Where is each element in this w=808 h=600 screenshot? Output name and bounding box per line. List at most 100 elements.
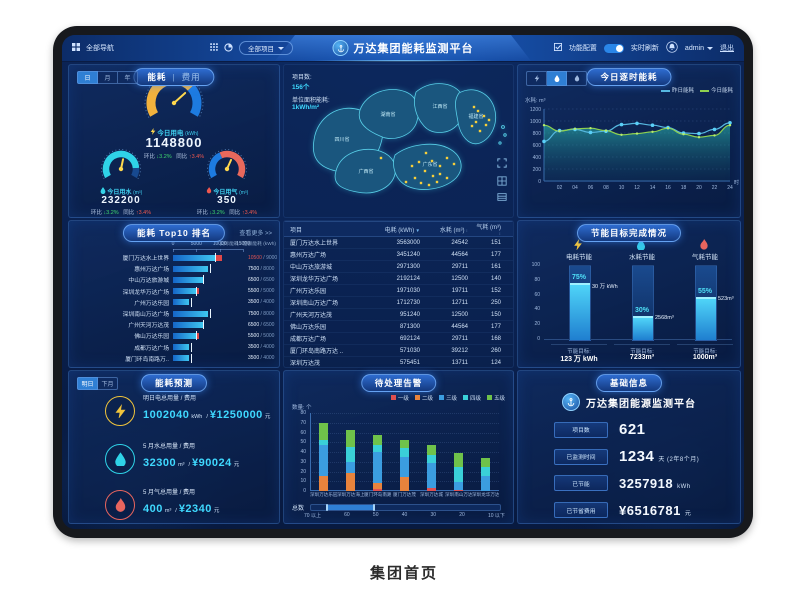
table-cell-value: 29711	[451, 335, 468, 342]
alarm-bar[interactable]	[346, 429, 355, 491]
table-row[interactable]: 广州万达乐园 1971030 19711 152	[284, 285, 513, 297]
project-marker[interactable]	[438, 164, 442, 168]
date-tab-0[interactable]: 日	[77, 71, 98, 84]
project-marker[interactable]	[431, 174, 435, 178]
alarm-legend-item[interactable]: 四级	[462, 394, 481, 402]
hourly-legend-item[interactable]: 昨日能耗	[660, 86, 694, 94]
slider-handle-left[interactable]	[326, 504, 329, 511]
table-row[interactable]: 厦门环岛南路万达 .. 571030 39212 260	[284, 345, 513, 357]
date-tab-2[interactable]: 年	[118, 71, 138, 84]
table-row[interactable]: 深圳龙华万达广场 2192124 12500 140	[284, 273, 513, 285]
realtime-toggle[interactable]	[603, 43, 624, 53]
project-marker[interactable]	[445, 156, 449, 160]
top10-bar	[173, 310, 208, 317]
basic-info-row: 已监测时间 1234 天 (2年8个月)	[554, 448, 699, 465]
nav-all-label[interactable]: 全部导航	[86, 45, 114, 52]
alarm-bar[interactable]	[481, 457, 490, 491]
project-marker[interactable]	[438, 172, 442, 176]
hourly-tab-lightning[interactable]	[526, 71, 547, 86]
project-marker[interactable]	[487, 118, 491, 122]
top10-quota-tick	[214, 253, 216, 263]
view-more-link[interactable]: 查看更多 >>	[239, 231, 272, 237]
project-marker[interactable]	[379, 156, 383, 160]
table-header-cell[interactable]: 项目	[290, 228, 303, 234]
forecast-tab-1[interactable]: 下月	[98, 377, 118, 390]
table-row[interactable]: 深圳万达茂 575451 13711 124	[284, 357, 513, 368]
today-point	[728, 124, 732, 127]
alarm-bar-segment-二级	[373, 483, 382, 490]
project-marker[interactable]	[445, 176, 449, 180]
project-marker[interactable]	[430, 159, 434, 163]
alarm-bar[interactable]	[373, 434, 382, 491]
forecast-tab-0[interactable]: 明日	[77, 377, 98, 390]
table-row[interactable]: 惠州万达广场 3451240 44564 177	[284, 249, 513, 261]
config-check-icon[interactable]	[553, 43, 562, 53]
alarm-xlabel: 深圳万达海上..	[337, 492, 364, 497]
top10-row-values: 6500 / 6500	[248, 321, 275, 328]
project-marker[interactable]	[435, 180, 439, 184]
hourly-legend-item[interactable]: 今日能耗	[699, 86, 733, 94]
logout-link[interactable]: 退出	[720, 45, 734, 52]
top10-bar	[173, 344, 190, 351]
project-marker[interactable]	[419, 181, 423, 185]
map-list-view-icon[interactable]	[497, 189, 507, 207]
project-marker[interactable]	[417, 160, 421, 164]
project-marker[interactable]	[423, 169, 427, 173]
table-row[interactable]: 中山万达旅游城 2971300 29711 161	[284, 261, 513, 273]
hourly-tab-flame[interactable]	[567, 71, 587, 86]
config-label[interactable]: 功能配置	[568, 45, 597, 52]
alarm-legend-item[interactable]: 五级	[486, 394, 505, 402]
project-marker[interactable]	[427, 183, 431, 187]
alarm-legend-item[interactable]: 二级	[414, 394, 433, 402]
nav-grid-icon[interactable]	[72, 43, 80, 53]
pie-icon[interactable]	[224, 42, 233, 54]
slider-tick-label: 40	[401, 512, 408, 518]
forecast-tabs: 明日 下月	[77, 377, 118, 390]
table-cell-value: 1971030	[396, 287, 420, 294]
top10-bar	[173, 321, 204, 328]
map-grid-view-icon[interactable]	[497, 173, 507, 191]
apps-grid-icon[interactable]	[210, 43, 218, 53]
project-select[interactable]: 全部项目	[239, 41, 293, 55]
table-row[interactable]: 厦门万达水上世界 3563000 24542 151	[284, 237, 513, 249]
table-row[interactable]: 广州天河万达茂 951240 12500 150	[284, 309, 513, 321]
project-marker[interactable]	[404, 180, 408, 184]
map-expand-icon[interactable]	[497, 155, 507, 173]
alarm-bar[interactable]	[400, 440, 409, 491]
svg-text:600: 600	[533, 143, 542, 149]
table-header-cell[interactable]: 水耗 (m³) ↕	[439, 228, 468, 234]
alarm-legend-item[interactable]: 三级	[438, 394, 457, 402]
project-marker[interactable]	[424, 151, 428, 155]
tab-cost[interactable]: 费用	[181, 72, 201, 82]
slider-handle-right[interactable]	[373, 504, 376, 511]
user-menu[interactable]: admin	[685, 45, 713, 52]
table-row[interactable]: 成都万达广场 692124 29711 168	[284, 333, 513, 345]
alarm-legend-item[interactable]: 一级	[390, 394, 409, 402]
project-marker[interactable]	[413, 176, 417, 180]
alarm-bar[interactable]	[427, 445, 436, 491]
alarm-gridline	[310, 422, 499, 424]
date-tab-1[interactable]: 月	[98, 71, 118, 84]
table-header-cell[interactable]: 电耗 (kWh) ▼	[384, 228, 420, 234]
hourly-tab-drop[interactable]	[547, 71, 567, 86]
project-marker[interactable]	[410, 164, 414, 168]
alarm-total-slider[interactable]	[310, 504, 501, 511]
alarm-bar[interactable]	[454, 452, 463, 491]
project-marker[interactable]	[484, 123, 488, 127]
project-marker[interactable]	[476, 109, 480, 113]
slider-fill[interactable]	[326, 505, 376, 510]
bell-icon[interactable]	[666, 41, 678, 55]
table-row[interactable]: 深圳南山万达广场 1712730 12711 250	[284, 297, 513, 309]
tab-energy[interactable]: 能耗	[147, 72, 167, 82]
alarm-bar[interactable]	[319, 422, 328, 491]
table-header-cell[interactable]: 气耗 (m³) ↕	[476, 225, 501, 236]
project-marker[interactable]	[470, 124, 474, 128]
table-row[interactable]: 佛山万达乐园 871300 44564 177	[284, 321, 513, 333]
project-marker[interactable]	[482, 114, 486, 118]
project-marker[interactable]	[452, 162, 456, 166]
project-marker[interactable]	[478, 129, 482, 133]
project-marker[interactable]	[474, 120, 478, 124]
alarm-bar-segment-四级	[346, 447, 355, 462]
project-marker[interactable]	[472, 105, 476, 109]
